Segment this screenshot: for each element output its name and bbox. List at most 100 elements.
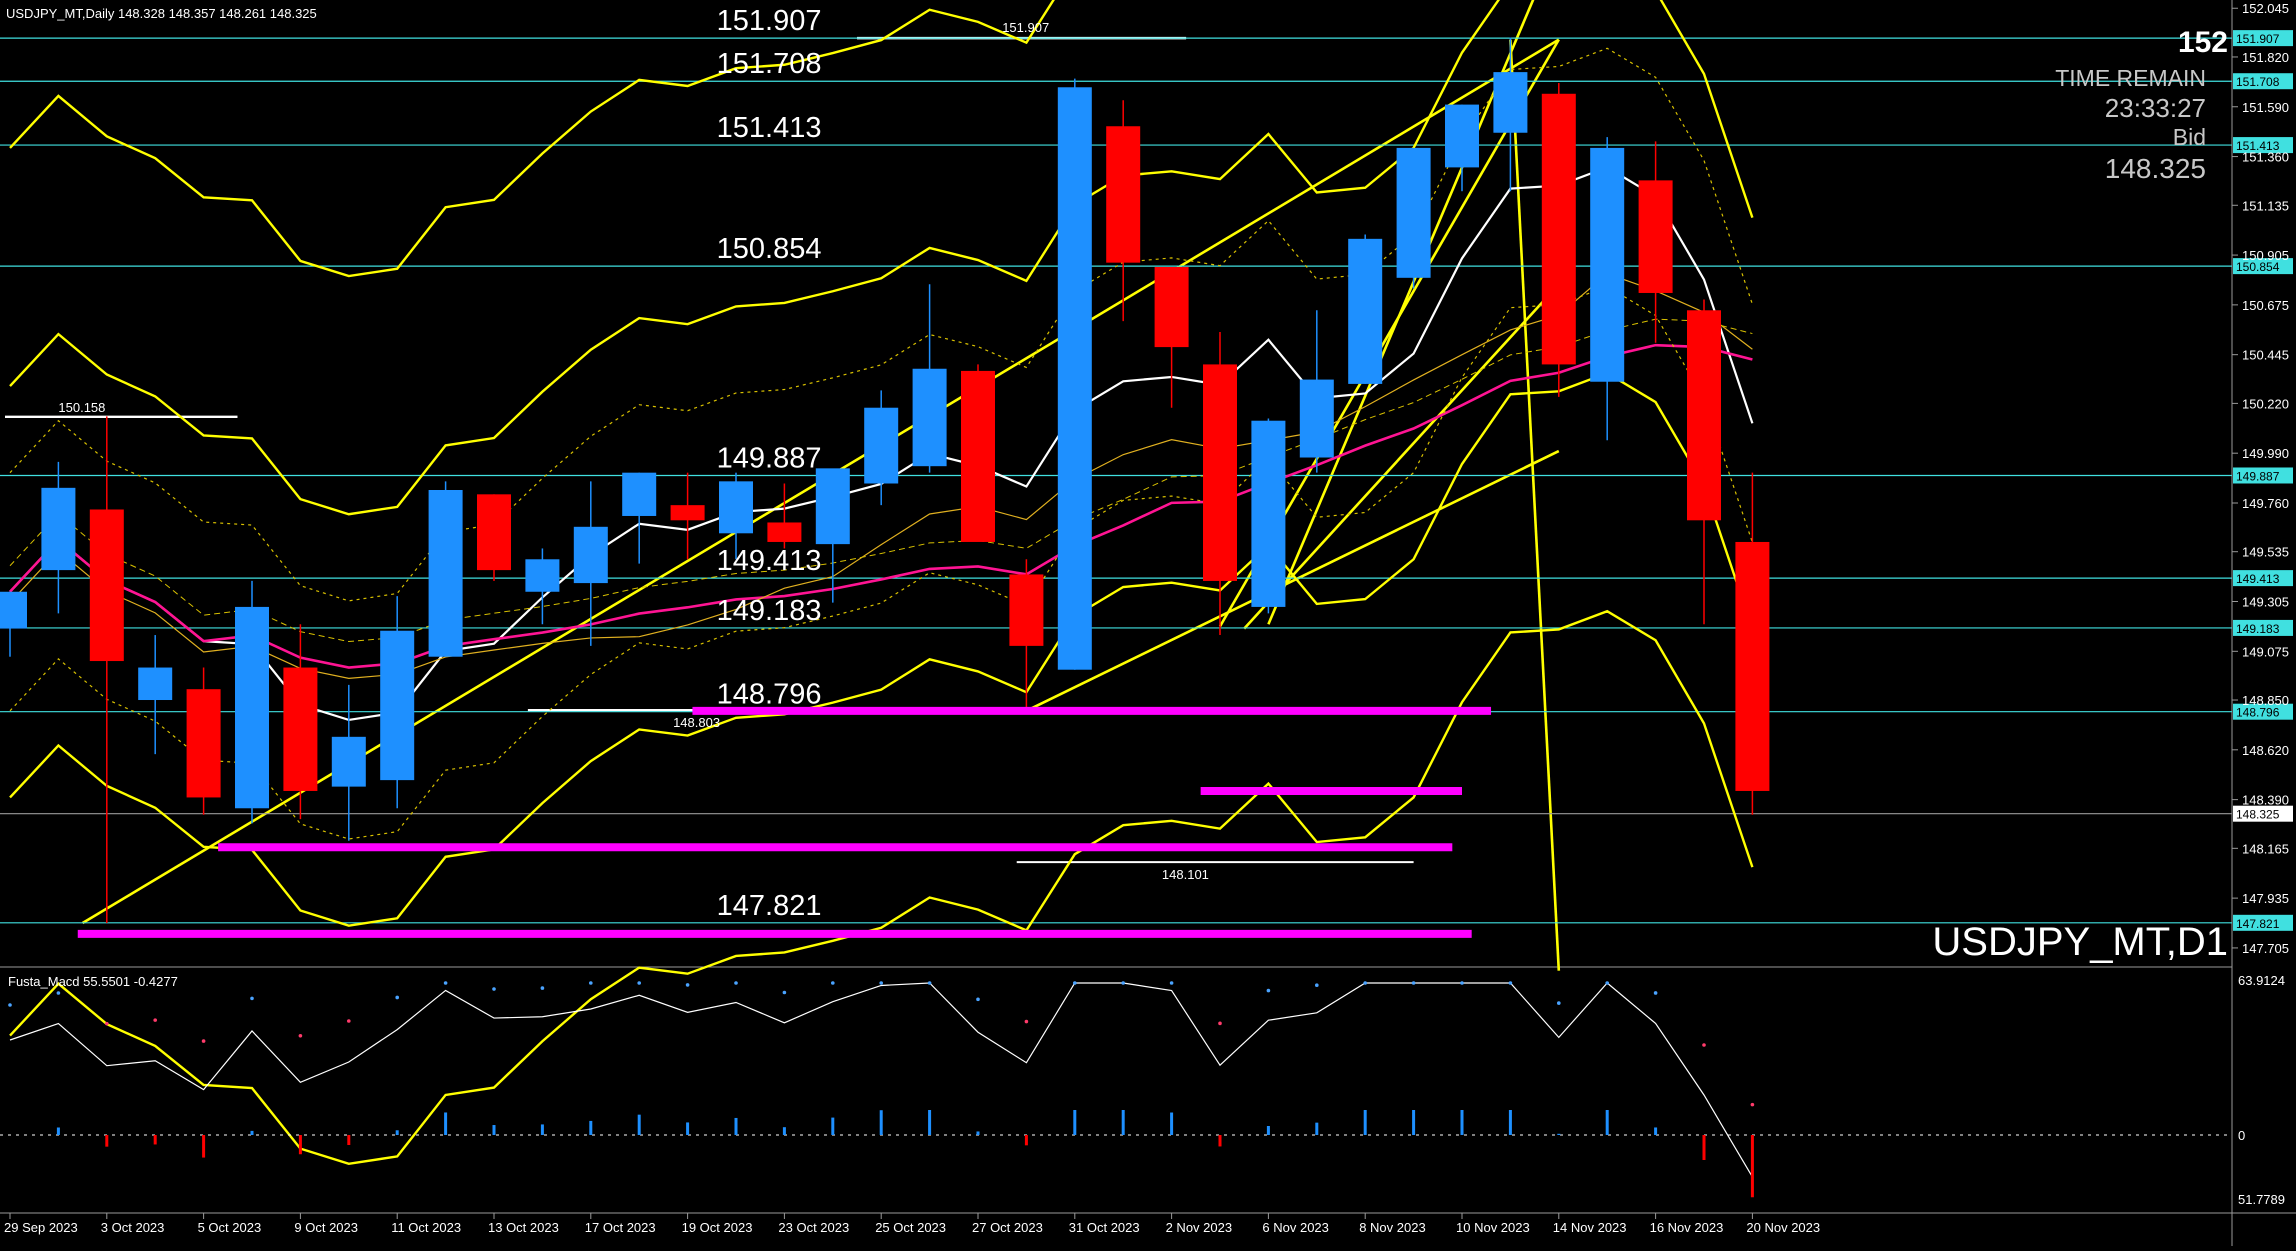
indicator-dot — [637, 981, 641, 985]
level-badge-text: 150.854 — [2236, 260, 2280, 274]
inner-lower-band — [9, 371, 1754, 927]
time-remain-value: 23:33:27 — [2105, 93, 2206, 123]
candle-bull — [0, 591, 27, 629]
indicator-dot — [1508, 981, 1513, 985]
candle-bear — [1541, 93, 1576, 365]
candle-bull — [1396, 147, 1431, 278]
indicator-dot — [1121, 981, 1125, 985]
x-tick-label: 14 Nov 2023 — [1553, 1220, 1627, 1235]
level-badge-text: 148.796 — [2236, 706, 2280, 720]
indicator-dot — [298, 1033, 303, 1038]
candle-bull — [331, 736, 366, 787]
level-badge — [2233, 73, 2293, 90]
inner-upper-band — [9, 0, 1754, 516]
y-tick-label: 152.045 — [2242, 1, 2289, 16]
candle-bull — [525, 559, 560, 592]
x-tick-label: 6 Nov 2023 — [1262, 1220, 1329, 1235]
x-tick-label: 13 Oct 2023 — [488, 1220, 559, 1235]
indicator-dot — [1315, 983, 1319, 988]
x-tick-label: 8 Nov 2023 — [1359, 1220, 1426, 1235]
y-tick-label: 150.220 — [2242, 396, 2289, 411]
level-badge-text: 147.821 — [2236, 917, 2280, 931]
candle-bear — [1687, 310, 1721, 521]
level-badge-text: 151.907 — [2236, 32, 2280, 46]
indicator-dot — [1750, 1102, 1755, 1107]
trendline-e — [1509, 39, 1561, 971]
candle-bull — [573, 526, 608, 584]
level-label: 149.183 — [717, 595, 822, 627]
x-tick-label: 23 Oct 2023 — [778, 1220, 849, 1235]
level-label: 150.854 — [717, 233, 822, 265]
indicator-label: Fusta_Macd 55.5501 -0.4277 — [8, 974, 178, 989]
candle-bull — [1251, 420, 1286, 607]
y-tick-label: 149.305 — [2242, 595, 2289, 610]
bid-value: 148.325 — [2105, 153, 2206, 184]
indicator-dot — [1557, 1001, 1561, 1005]
y-tick-label: 150.445 — [2242, 348, 2289, 363]
trendline-d — [1243, 283, 1560, 630]
level-badge — [2233, 570, 2293, 587]
y-tick-label: 151.360 — [2242, 150, 2289, 165]
level-badge — [2233, 619, 2293, 636]
x-tick-label: 27 Oct 2023 — [972, 1220, 1043, 1235]
annotation-label: 148.803 — [673, 715, 720, 730]
indicator-dot — [347, 1019, 351, 1023]
annotation-label: 150.158 — [58, 400, 105, 415]
x-tick-label: 10 Nov 2023 — [1456, 1220, 1530, 1235]
level-badge — [2233, 258, 2293, 275]
y-tick-label: 151.820 — [2242, 50, 2289, 65]
indicator-scale-top: 63.9124 — [2238, 973, 2285, 988]
indicator-dot — [1266, 988, 1271, 993]
indicator-dot — [879, 981, 883, 985]
indicator-dot — [492, 987, 496, 991]
x-tick-label: 20 Nov 2023 — [1746, 1220, 1820, 1235]
indicator-dot — [782, 990, 787, 995]
x-tick-label: 17 Oct 2023 — [585, 1220, 656, 1235]
level-badge — [2233, 137, 2293, 154]
indicator-dot — [1702, 1043, 1706, 1047]
candle-bull — [138, 667, 173, 701]
y-tick-label: 148.850 — [2242, 693, 2289, 708]
indicator-scale-zero: 0 — [2238, 1128, 2245, 1143]
indicator-dot — [1024, 1019, 1029, 1024]
candle-bull — [428, 489, 463, 657]
level-label: 147.821 — [717, 890, 822, 922]
level-badge — [2233, 30, 2293, 47]
level-label: 149.413 — [717, 545, 822, 577]
candle-bull — [1299, 379, 1334, 458]
indicator-dot — [1363, 981, 1367, 985]
level-badge-text: 149.413 — [2236, 572, 2280, 586]
y-tick-label: 148.165 — [2242, 841, 2289, 856]
level-label: 151.907 — [717, 5, 822, 37]
indicator-dot — [1605, 981, 1609, 985]
x-tick-label: 29 Sep 2023 — [4, 1220, 78, 1235]
x-tick-label: 25 Oct 2023 — [875, 1220, 946, 1235]
candle-bear — [670, 505, 705, 521]
candle-bull — [622, 472, 657, 516]
indicator-dot — [976, 997, 980, 1002]
y-tick-label: 151.135 — [2242, 198, 2289, 213]
bid-label: Bid — [2173, 124, 2206, 150]
candle-bull — [41, 487, 76, 571]
y-tick-label: 151.590 — [2242, 100, 2289, 115]
annotation-label: 151.907 — [1002, 20, 1049, 35]
indicator-dot — [734, 981, 738, 985]
y-tick-label: 149.535 — [2242, 545, 2289, 560]
indicator-dot — [1460, 981, 1464, 985]
x-tick-label: 19 Oct 2023 — [682, 1220, 753, 1235]
x-tick-label: 9 Oct 2023 — [294, 1220, 358, 1235]
y-tick-label: 149.760 — [2242, 496, 2289, 511]
indicator-dot — [685, 983, 690, 987]
y-tick-label: 147.705 — [2242, 941, 2289, 956]
candle-bull — [1348, 238, 1383, 384]
indicator-dot — [1073, 981, 1077, 985]
y-tick-label: 149.075 — [2242, 644, 2289, 659]
candle-bull — [1057, 87, 1092, 670]
chart-watermark: USDJPY_MT,D1 — [1932, 920, 2228, 964]
x-tick-label: 2 Nov 2023 — [1166, 1220, 1233, 1235]
time-remain-label: TIME REMAIN — [2055, 65, 2206, 91]
trendline-c — [1267, 0, 1535, 625]
level-badge-text: 151.708 — [2236, 75, 2280, 89]
